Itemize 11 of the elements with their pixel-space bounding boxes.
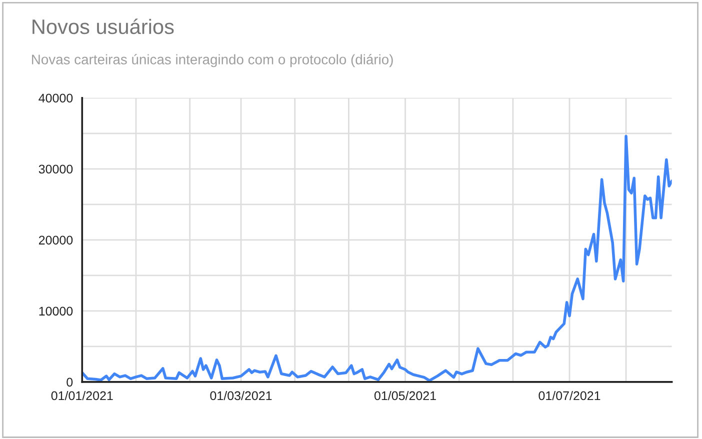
chart-subtitle: Novas carteiras únicas interagindo com o protocolo (diário): [32, 54, 393, 68]
y-tick-label: 20000: [38, 236, 73, 245]
y-tick-label: 40000: [38, 94, 73, 103]
chart-title: Novos usuários: [32, 18, 174, 34]
x-tick-label: 01/01/2021: [51, 390, 113, 400]
x-tick-label: 01/05/2021: [374, 390, 436, 400]
y-tick-label: 0: [66, 378, 73, 387]
x-tick-label: 01/03/2021: [210, 390, 272, 400]
y-tick-label: 30000: [38, 164, 73, 174]
x-tick-label: 01/07/2021: [538, 390, 600, 400]
y-tick-label: 10000: [39, 306, 73, 316]
